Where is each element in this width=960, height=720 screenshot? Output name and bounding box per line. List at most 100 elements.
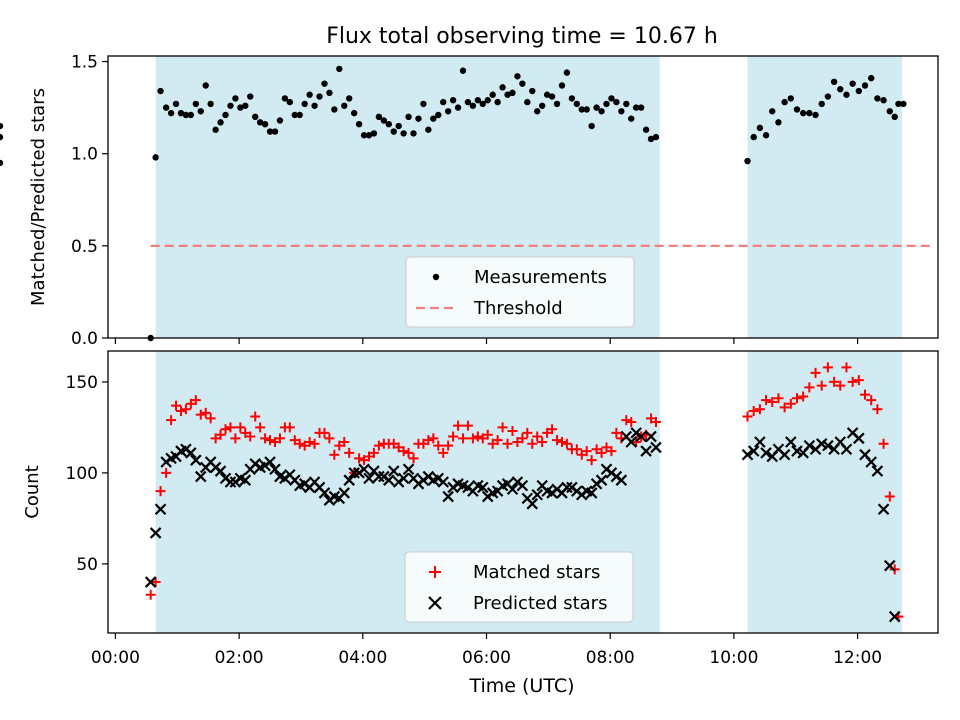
matched-star-point <box>462 420 473 431</box>
predicted-star-point <box>754 436 766 448</box>
matched-star-point <box>791 393 802 404</box>
matched-star-point <box>155 486 166 497</box>
predicted-star-point <box>239 474 252 486</box>
measurement-point <box>415 115 422 122</box>
measurement-point <box>593 104 600 111</box>
legend-label: Threshold <box>473 298 563 319</box>
measurement-point <box>494 98 501 106</box>
predicted-star-point <box>877 503 890 516</box>
measurement-point <box>793 106 801 113</box>
predicted-star-point <box>477 481 489 494</box>
predicted-star-point <box>741 448 754 461</box>
predicted-star-point <box>526 498 539 510</box>
matched-star-point <box>611 427 622 438</box>
matched-star-point <box>816 380 827 391</box>
predicted-star-point <box>149 527 162 539</box>
measurement-point <box>474 97 482 104</box>
measurement-point <box>874 95 881 102</box>
predicted-star-point <box>442 490 454 503</box>
matched-star-point <box>403 447 414 458</box>
measurement-point <box>237 104 244 111</box>
predicted-star-point <box>343 474 355 486</box>
measurement-point <box>756 124 764 132</box>
matched-star-point <box>235 422 246 433</box>
legend-label: Predicted stars <box>473 593 607 614</box>
matched-star-point <box>586 455 597 466</box>
matched-star-point <box>250 411 261 422</box>
matched-star-point <box>175 406 186 417</box>
matched-star-point <box>507 426 518 437</box>
measurement-point <box>603 100 610 108</box>
legend-label: Matched stars <box>473 562 600 583</box>
measurement-point <box>837 85 844 93</box>
predicted-star-point <box>264 456 276 468</box>
measurement-point <box>440 98 447 106</box>
y-tick-label: 1.5 <box>71 53 98 73</box>
matched-star-point <box>329 449 340 460</box>
matched-star-point <box>180 404 191 415</box>
predicted-star-point <box>625 436 638 448</box>
measurement-point <box>812 111 819 119</box>
predicted-star-point <box>883 559 896 572</box>
matched-star-point <box>853 375 864 386</box>
predicted-star-point <box>194 470 207 483</box>
matched-star-point <box>448 431 459 442</box>
matched-star-point <box>804 382 815 393</box>
measurement-point <box>370 130 378 137</box>
matched-star-point <box>458 433 469 444</box>
x-tick-label: 08:00 <box>586 648 635 668</box>
measurement-point <box>400 130 407 137</box>
y-tick-label: 50 <box>76 555 98 575</box>
matched-star-point <box>761 395 772 406</box>
measurement-point <box>306 91 313 98</box>
predicted-star-point <box>803 439 816 452</box>
measurement-point <box>167 109 175 117</box>
measurement-point <box>247 93 254 100</box>
predicted-star-point <box>506 483 519 496</box>
y-tick-label: 1.0 <box>71 145 98 165</box>
matched-star-point <box>161 467 172 478</box>
matched-star-point <box>878 438 889 449</box>
matched-star-point <box>773 393 784 404</box>
measurement-point <box>900 100 907 108</box>
predicted-star-point <box>531 488 544 501</box>
predicted-star-point <box>561 481 573 494</box>
measurement-point <box>504 91 511 98</box>
measurement-point <box>637 104 645 111</box>
predicted-star-point <box>190 454 202 466</box>
predicted-star-point <box>269 463 281 476</box>
measurement-point <box>538 102 546 109</box>
legend-marker-matched <box>429 566 441 578</box>
matched-star-point <box>547 424 558 435</box>
predicted-star-point <box>144 576 157 588</box>
measurement-point <box>336 65 343 73</box>
matched-star-point <box>785 398 796 409</box>
matched-star-point <box>650 416 661 427</box>
measurement-point <box>281 95 289 102</box>
predicted-star-point <box>318 487 331 499</box>
measurement-point <box>256 119 264 126</box>
measurement-point <box>769 108 776 115</box>
matched-star-point <box>467 433 478 444</box>
measurement-point <box>365 132 373 139</box>
matched-star-point <box>408 453 419 464</box>
measurement-point <box>573 100 581 108</box>
measurement-point <box>192 100 200 108</box>
measurement-point <box>375 113 383 121</box>
measurement-point <box>405 113 412 121</box>
matched-star-point <box>754 404 765 415</box>
measurement-point <box>849 80 856 87</box>
predicted-star-point <box>865 456 877 468</box>
matched-star-point <box>428 433 439 444</box>
ratio-panel: 0.0 0.5 1.0 1.5 Matched/Predicted stars Measu… <box>0 53 939 349</box>
legend-box <box>405 256 635 328</box>
count-panel: 50 100 150 Count 00:00 02:00 04:00 06:00 08:00 10… <box>22 350 939 668</box>
matched-star-point <box>829 376 840 387</box>
matched-star-point <box>497 422 508 433</box>
measurement-point <box>868 74 875 82</box>
axes-frame <box>107 55 939 339</box>
measurement-point <box>775 119 782 126</box>
matched-star-point <box>344 447 355 458</box>
matched-star-point <box>596 447 607 458</box>
